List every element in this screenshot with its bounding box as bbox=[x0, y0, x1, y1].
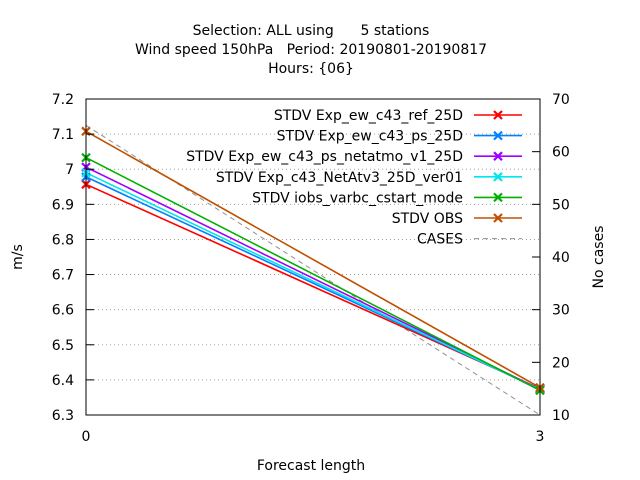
y2-axis-ticks: 10 20 30 40 50 60 70 bbox=[532, 92, 570, 424]
chart-title: Selection: ALL using 5 stations Wind spe… bbox=[135, 23, 487, 77]
y-tick-label: 7 bbox=[65, 162, 74, 178]
y-tick-label: 6.3 bbox=[52, 408, 74, 424]
y-axis-ticks: 6.3 6.4 6.5 6.6 6.7 6.8 6.9 7 7.1 7.2 bbox=[52, 92, 94, 424]
legend-marker-4 bbox=[493, 172, 503, 182]
legend-label-5: STDV iobs_varbc_cstart_mode bbox=[252, 190, 463, 206]
y-tick-label: 7.1 bbox=[52, 127, 74, 143]
y-tick-label: 6.7 bbox=[52, 268, 74, 284]
marker-stroke bbox=[493, 151, 503, 161]
legend-label-1: STDV Exp_ew_c43_ref_25D bbox=[274, 108, 463, 124]
series-line-6 bbox=[85, 130, 541, 389]
marker-stroke bbox=[493, 110, 503, 120]
legend-label-4: STDV Exp_c43_NetAtv3_25D_ver01 bbox=[216, 170, 463, 186]
legend-marker-3 bbox=[493, 151, 503, 161]
series-line-4 bbox=[85, 171, 541, 391]
y-tick-label: 6.5 bbox=[52, 338, 74, 354]
y2-tick-label: 60 bbox=[552, 145, 570, 161]
y2-tick-label: 70 bbox=[552, 92, 570, 108]
marker-stroke bbox=[493, 192, 503, 203]
x-tick-label: 3 bbox=[536, 429, 545, 445]
marker-stroke bbox=[493, 213, 503, 223]
x-tick-label: 0 bbox=[82, 429, 91, 445]
series-line-5 bbox=[85, 156, 541, 392]
y2-tick-label: 50 bbox=[552, 197, 570, 213]
series-lines bbox=[85, 130, 541, 392]
legend-marker-1 bbox=[493, 110, 503, 120]
y2-axis-label: No cases bbox=[591, 226, 607, 289]
y-tick-label: 6.9 bbox=[52, 197, 74, 213]
title-line-3: Hours: {06} bbox=[268, 61, 354, 77]
plot-frame bbox=[85, 98, 541, 416]
x-axis-label: Forecast length bbox=[257, 458, 365, 474]
y-tick-label: 7.2 bbox=[52, 92, 74, 108]
legend: STDV Exp_ew_c43_ref_25D STDV Exp_ew_c43_p… bbox=[186, 108, 522, 248]
legend-label-2: STDV Exp_ew_c43_ps_25D bbox=[277, 129, 463, 145]
legend-marker-6 bbox=[493, 213, 503, 223]
y2-tick-label: 40 bbox=[552, 250, 570, 266]
y-tick-label: 6.4 bbox=[52, 373, 74, 389]
legend-label-7: CASES bbox=[417, 232, 463, 248]
title-line-2: Wind speed 150hPa Period: 20190801-20190… bbox=[135, 42, 487, 58]
y2-tick-label: 20 bbox=[552, 355, 570, 371]
y2-tick-label: 30 bbox=[552, 303, 570, 319]
legend-marker-5 bbox=[493, 192, 503, 203]
marker-stroke bbox=[493, 172, 503, 182]
marker-stroke bbox=[493, 130, 503, 141]
y-tick-label: 6.8 bbox=[52, 232, 74, 248]
y-tick-label: 6.6 bbox=[52, 303, 74, 319]
title-line-1: Selection: ALL using 5 stations bbox=[193, 23, 430, 39]
y2-tick-label: 10 bbox=[552, 408, 570, 424]
y-axis-label: m/s bbox=[10, 244, 26, 270]
legend-label-6: STDV OBS bbox=[392, 211, 463, 227]
legend-label-3: STDV Exp_ew_c43_ps_netatmo_v1_25D bbox=[186, 149, 463, 165]
legend-marker-2 bbox=[493, 130, 503, 141]
